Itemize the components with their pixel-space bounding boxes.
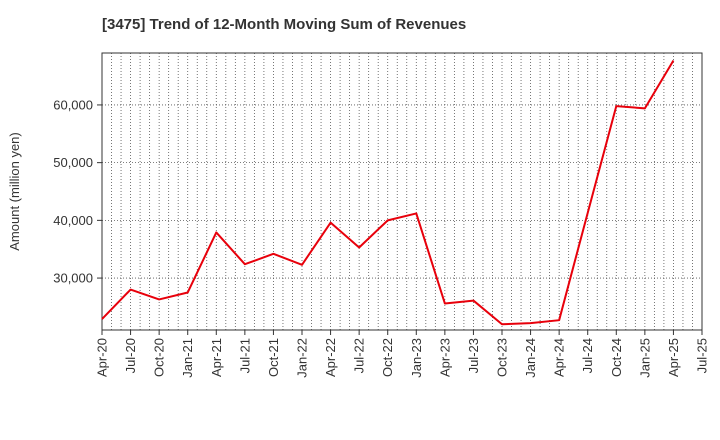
x-tick-label: Oct-21 <box>266 338 281 377</box>
y-tick-label: 60,000 <box>53 97 93 112</box>
x-tick-label: Apr-21 <box>209 338 224 377</box>
x-tick-label: Jul-22 <box>352 338 367 373</box>
plot-area <box>102 53 702 330</box>
x-tick-label: Apr-20 <box>95 338 110 377</box>
y-tick-label: 50,000 <box>53 155 93 170</box>
x-tick-label: Jul-25 <box>695 338 710 373</box>
x-tick-label: Jul-20 <box>123 338 138 373</box>
x-tick-label: Jan-24 <box>523 338 538 378</box>
x-tick-label: Oct-23 <box>495 338 510 377</box>
vertical-gridlines <box>111 53 693 330</box>
x-tick-label: Jan-23 <box>409 338 424 378</box>
x-tick-label: Jan-22 <box>295 338 310 378</box>
x-tick-label: Apr-23 <box>437 338 452 377</box>
plot-frame <box>101 52 703 331</box>
x-tick-label: Oct-24 <box>609 338 624 377</box>
x-axis: Apr-20 Jul-20 Oct-20 Jan-21 Apr-21 Jul-21 Oct-… <box>95 330 710 378</box>
revenue-series-line <box>101 59 675 326</box>
x-tick-label: Apr-24 <box>552 338 567 377</box>
x-tick-label: Jan-25 <box>637 338 652 378</box>
x-tick-label: Jul-24 <box>580 338 595 373</box>
x-tick-label: Oct-20 <box>152 338 167 377</box>
x-tick-label: Jul-21 <box>237 338 252 373</box>
y-axis-label: Amount (million yen) <box>7 132 22 251</box>
x-tick-label: Apr-25 <box>666 338 681 377</box>
horizontal-gridlines <box>102 104 702 279</box>
x-tick-label: Apr-22 <box>323 338 338 377</box>
x-tick-label: Jul-23 <box>466 338 481 373</box>
x-tick-label: Oct-22 <box>380 338 395 377</box>
x-tick-label: Jan-21 <box>180 338 195 378</box>
y-axis: 30,000 40,000 50,000 60,000 <box>53 97 102 286</box>
chart-title: [3475] Trend of 12-Month Moving Sum of R… <box>102 16 467 33</box>
y-tick-label: 40,000 <box>53 213 93 228</box>
y-tick-label: 30,000 <box>53 271 93 286</box>
